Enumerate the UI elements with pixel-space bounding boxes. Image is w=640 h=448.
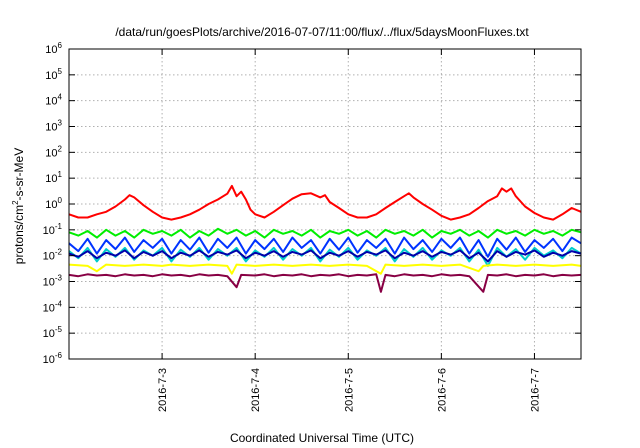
grid-lines <box>69 49 581 359</box>
x-axis-label: Coordinated Universal Time (UTC) <box>230 431 414 445</box>
y-tick-label: 101 <box>45 170 62 185</box>
y-tick-label: 10-2 <box>43 248 63 263</box>
y-tick-label: 103 <box>45 119 62 134</box>
x-tick-label: 2016-7-6 <box>436 368 448 412</box>
y-tick-label: 10-4 <box>43 299 63 314</box>
y-tick-label: 105 <box>45 67 62 82</box>
series-line-4 <box>68 236 582 258</box>
x-tick-label: 2016-7-5 <box>343 368 355 412</box>
y-tick-label: 10-3 <box>43 274 63 289</box>
series-line-6 <box>68 263 582 275</box>
y-tick-label: 102 <box>45 144 62 159</box>
y-tick-label: 10-5 <box>43 325 63 340</box>
y-tick-label: 10-1 <box>43 222 63 237</box>
chart-title: /data/run/goesPlots/archive/2016-07-07/1… <box>115 25 529 39</box>
series-line-1 <box>68 184 582 221</box>
axis-ticks: 10-6 10-5 10-4 10-3 10-2 10-1 100 101 102 103 104 1… <box>43 41 581 412</box>
series-line-7 <box>68 273 582 293</box>
series-line-2 <box>68 227 582 239</box>
series-line-3 <box>68 246 582 267</box>
x-tick-label: 2016-7-7 <box>529 368 541 412</box>
y-axis-label: protons/cm2-s-sr-MeV <box>11 148 26 264</box>
y-tick-label: 10-6 <box>43 351 63 366</box>
series-line-5 <box>68 249 582 263</box>
x-tick-label: 2016-7-3 <box>157 368 169 412</box>
y-tick-label: 104 <box>45 93 62 108</box>
x-tick-label: 2016-7-4 <box>250 368 262 412</box>
series-group <box>68 184 582 293</box>
y-tick-label: 106 <box>45 41 62 56</box>
y-tick-label: 100 <box>45 196 62 211</box>
